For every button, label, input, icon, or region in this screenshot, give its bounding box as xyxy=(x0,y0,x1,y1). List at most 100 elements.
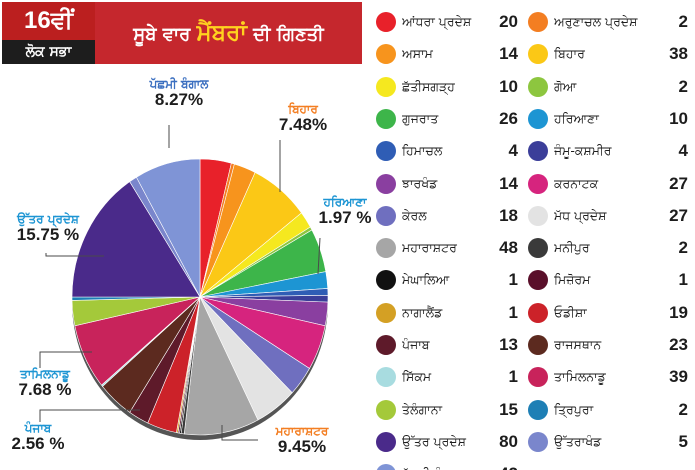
legend-state-name: ਕੇਰਲ xyxy=(402,207,427,223)
lok-sabha-badge: 16ਵੀਂ ਲੋਕ ਸਭਾ xyxy=(2,2,95,64)
legend-state-name: ਹਰਿਆਣਾ xyxy=(554,110,599,126)
legend-item: ਬਿਹਾਰ 38 xyxy=(528,37,688,71)
legend-seat-count: 26 xyxy=(499,108,518,128)
legend-seat-count: 23 xyxy=(669,335,688,354)
legend-item: ਗੁਜਰਾਤ 26 xyxy=(376,102,518,136)
legend-swatch xyxy=(528,12,548,32)
legend-swatch xyxy=(376,12,396,32)
legend-swatch xyxy=(376,205,396,226)
legend-seat-count: 15 xyxy=(499,399,518,419)
legend-state-name: ਆਂਧਰਾ ਪ੍ਰਦੇਸ਼ xyxy=(402,14,472,29)
legend-state-name: ਝਾਰਖੰਡ xyxy=(402,175,438,191)
legend-item: ਮਹਾਰਾਸ਼ਟਰ 48 xyxy=(376,231,518,265)
legend-item: ਓਡੀਸ਼ਾ 19 xyxy=(528,296,688,330)
legend-item: ਪੱਛਮੀ ਬੰਗਾਲ42 xyxy=(376,457,518,470)
title-part-1: ਸੂਬੇ ਵਾਰ xyxy=(133,24,191,45)
legend-item: ਨਾਗਾਲੈਂਡ 1 xyxy=(376,296,518,330)
legend-seat-count: 18 xyxy=(499,205,518,225)
callout-percent: 7.48% xyxy=(278,114,328,134)
legend-state-name: ਪੱਛਮੀ ਬੰਗਾਲ xyxy=(402,466,496,470)
legend-item: ਮੇਘਾਲਿਆ 1 xyxy=(376,263,518,297)
legend-seat-count: 14 xyxy=(499,44,518,64)
legend-item: ਉੱਤਰ ਪ੍ਰਦੇਸ਼ 80 xyxy=(376,425,518,459)
legend-item: ਮਿਜ਼ੋਰਮ 1 xyxy=(528,263,688,297)
legend-item: ਪੰਜਾਬ 13 xyxy=(376,328,518,362)
legend-state-name: ਓਡੀਸ਼ਾ xyxy=(554,304,587,320)
legend-state-name: ਪੰਜਾਬ xyxy=(402,337,430,352)
legend-item: ਝਾਰਖੰਡ 14 xyxy=(376,167,518,201)
legend-seat-count: 48 xyxy=(499,238,518,258)
legend-seat-count: 27 xyxy=(669,205,688,225)
legend-state-name: ਰਾਜਸਥਾਨ xyxy=(554,337,602,352)
legend-item: ਉੱਤਰਾਖੰਡ 5 xyxy=(528,425,688,459)
pie-slice xyxy=(71,181,201,298)
legend-item: ਹਿਮਾਚਲ 4 xyxy=(376,134,518,168)
legend-swatch xyxy=(528,173,548,194)
legend-swatch xyxy=(528,141,548,162)
legend-seat-count: 10 xyxy=(669,108,688,128)
legend-seat-count: 13 xyxy=(499,335,518,354)
legend-state-name: ਜੰਮੂ-ਕਸ਼ਮੀਰ xyxy=(554,143,612,159)
legend-state-name: ਉੱਤਰਾਖੰਡ xyxy=(554,433,602,449)
legend-item: ਤੇਲੰਗਾਨਾ 15 xyxy=(376,393,518,427)
legend-swatch xyxy=(528,431,548,452)
legend-item: ਅਸਾਮ 14 xyxy=(376,37,518,71)
legend-seat-count: 1 xyxy=(508,367,518,387)
legend-seat-count: 2 xyxy=(678,399,688,419)
legend-item: ਗੋਆ 2 xyxy=(528,70,688,104)
legend-seat-count: 42 xyxy=(496,464,518,470)
legend-seat-count: 2 xyxy=(678,238,688,258)
callout-state-name: ਮਹਾਰਾਸ਼ਟਰ xyxy=(275,424,329,438)
legend-swatch xyxy=(528,76,548,97)
legend-state-name: ਕਰਨਾਟਕ xyxy=(554,175,599,191)
legend-seat-count: 80 xyxy=(499,431,518,451)
legend-item: ਛੱਤੀਸਗੜ੍ਹ 10 xyxy=(376,70,518,104)
legend-item: ਜੰਮੂ-ਕਸ਼ਮੀਰ 4 xyxy=(528,134,688,168)
legend-swatch xyxy=(376,108,396,129)
legend-swatch xyxy=(528,44,548,65)
legend-seat-count: 20 xyxy=(499,12,518,31)
callout-state-name: ਤਾਮਿਲਨਾਡੂ xyxy=(20,367,70,381)
legend-state-name: ਹਿਮਾਚਲ xyxy=(402,143,443,159)
legend-state-name: ਅਰੁਣਾਚਲ ਪ੍ਰਦੇਸ਼ xyxy=(554,14,638,29)
legend-state-name: ਤੇਲੰਗਾਨਾ xyxy=(402,401,443,417)
legend-seat-count: 39 xyxy=(669,367,688,387)
pie-callout: ਮਹਾਰਾਸ਼ਟਰ 9.45% xyxy=(262,425,342,455)
legend-item: ਅਰੁਣਾਚਲ ਪ੍ਰਦੇਸ਼ 2 xyxy=(528,5,688,39)
legend-item: ਹਰਿਆਣਾ 10 xyxy=(528,102,688,136)
legend-seat-count: 27 xyxy=(669,173,688,193)
legend-state-name: ਤਾਮਿਲਨਾਡੂ xyxy=(554,369,606,385)
callout-state-name: ਪੰਜਾਬ xyxy=(24,421,52,435)
legend-swatch xyxy=(376,270,396,291)
legend-state-name: ਮੇਘਾਲਿਆ xyxy=(402,272,450,288)
callout-percent: 1.97 % xyxy=(318,207,372,227)
legend-swatch xyxy=(376,173,396,194)
legend-swatch xyxy=(528,367,548,388)
legend-state-name: ਤ੍ਰਿਪੁਰਾ xyxy=(554,401,594,417)
legend-seat-count: 14 xyxy=(499,173,518,193)
legend-seat-count: 4 xyxy=(508,141,518,161)
legend-seat-count: 1 xyxy=(508,302,518,322)
legend-item: ਰਾਜਸਥਾਨ 23 xyxy=(528,328,688,362)
legend-swatch xyxy=(528,270,548,291)
legend-seat-count: 4 xyxy=(678,141,688,161)
legend-swatch xyxy=(376,367,396,388)
legend-state-name: ਉੱਤਰ ਪ੍ਰਦੇਸ਼ xyxy=(402,433,466,449)
legend-swatch xyxy=(376,141,396,162)
legend-state-name: ਗੋਆ xyxy=(554,78,577,94)
legend-swatch xyxy=(376,44,396,65)
legend-state-name: ਮੱਧ ਪ੍ਰਦੇਸ਼ xyxy=(554,207,607,223)
legend-swatch xyxy=(528,238,548,259)
legend-state-name: ਸਿੱਕਮ xyxy=(402,369,432,385)
legend-item: ਮੱਧ ਪ੍ਰਦੇਸ਼ 27 xyxy=(528,199,688,233)
legend-seat-count: 38 xyxy=(669,44,688,64)
callout-leader-line xyxy=(39,409,140,422)
legend-item: ਸਿੱਕਮ 1 xyxy=(376,360,518,394)
legend-state-name: ਮਹਾਰਾਸ਼ਟਰ xyxy=(402,240,457,256)
legend-item: ਤ੍ਰਿਪੁਰਾ 2 xyxy=(528,393,688,427)
legend-state-name: ਗੁਜਰਾਤ xyxy=(402,110,439,126)
header-bar: ਸੂਬੇ ਵਾਰ ਮੈਂਬਰਾਂ ਦੀ ਗਿਣਤੀ xyxy=(95,2,362,64)
legend-state-name: ਮਿਜ਼ੋਰਮ xyxy=(554,272,591,288)
legend-state-name: ਨਾਗਾਲੈਂਡ xyxy=(402,304,443,320)
